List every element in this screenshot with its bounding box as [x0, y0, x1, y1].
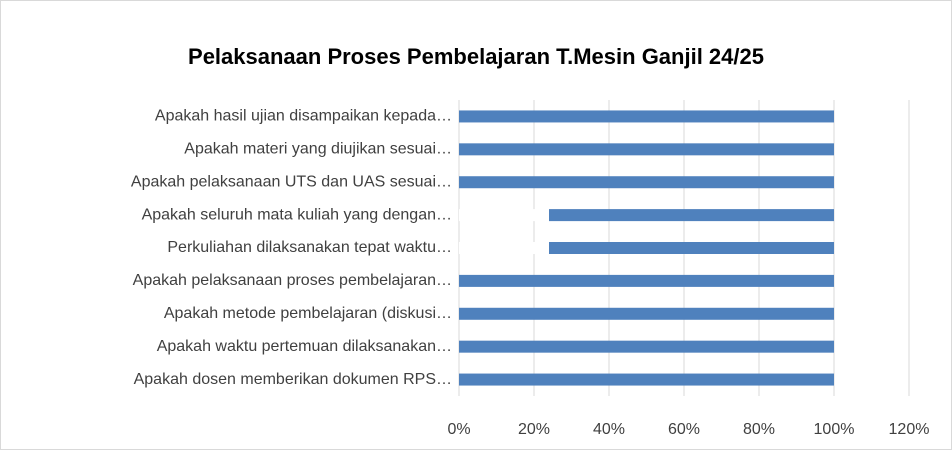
chart-title: Pelaksanaan Proses Pembelajaran T.Mesin … — [188, 44, 764, 69]
x-tick-label: 0% — [447, 421, 470, 438]
x-tick-label: 100% — [814, 421, 855, 438]
bar — [459, 373, 834, 386]
y-tick-label: Apakah metode pembelajaran (diskusi… — [164, 305, 452, 322]
bar — [459, 209, 549, 222]
y-tick-label: Apakah waktu pertemuan dilaksanakan… — [157, 338, 452, 355]
bar — [459, 242, 549, 254]
y-tick-label: Perkuliahan dilaksanakan tepat waktu… — [167, 239, 452, 256]
bar — [459, 110, 834, 123]
x-tick-label: 80% — [743, 421, 775, 438]
y-tick-label: Apakah dosen memberikan dokumen RPS… — [134, 371, 452, 388]
y-tick-label: Apakah materi yang diujikan sesuai… — [184, 141, 452, 158]
y-tick-label: Apakah pelaksanaan proses pembelajaran… — [133, 272, 452, 289]
y-tick-label: Apakah pelaksanaan UTS dan UAS sesuai… — [131, 173, 452, 190]
x-tick-label: 120% — [889, 421, 930, 438]
x-tick-label: 40% — [593, 421, 625, 438]
bar — [459, 143, 834, 156]
bar — [459, 307, 834, 320]
bar — [549, 242, 834, 254]
bar — [459, 176, 834, 189]
y-tick-label: Apakah hasil ujian disampaikan kepada… — [155, 108, 452, 125]
bar — [549, 209, 834, 222]
bar — [459, 274, 834, 287]
y-tick-label: Apakah seluruh mata kuliah yang dengan… — [142, 206, 452, 223]
x-tick-label: 60% — [668, 421, 700, 438]
bar — [459, 340, 834, 353]
x-tick-label: 20% — [518, 421, 550, 438]
